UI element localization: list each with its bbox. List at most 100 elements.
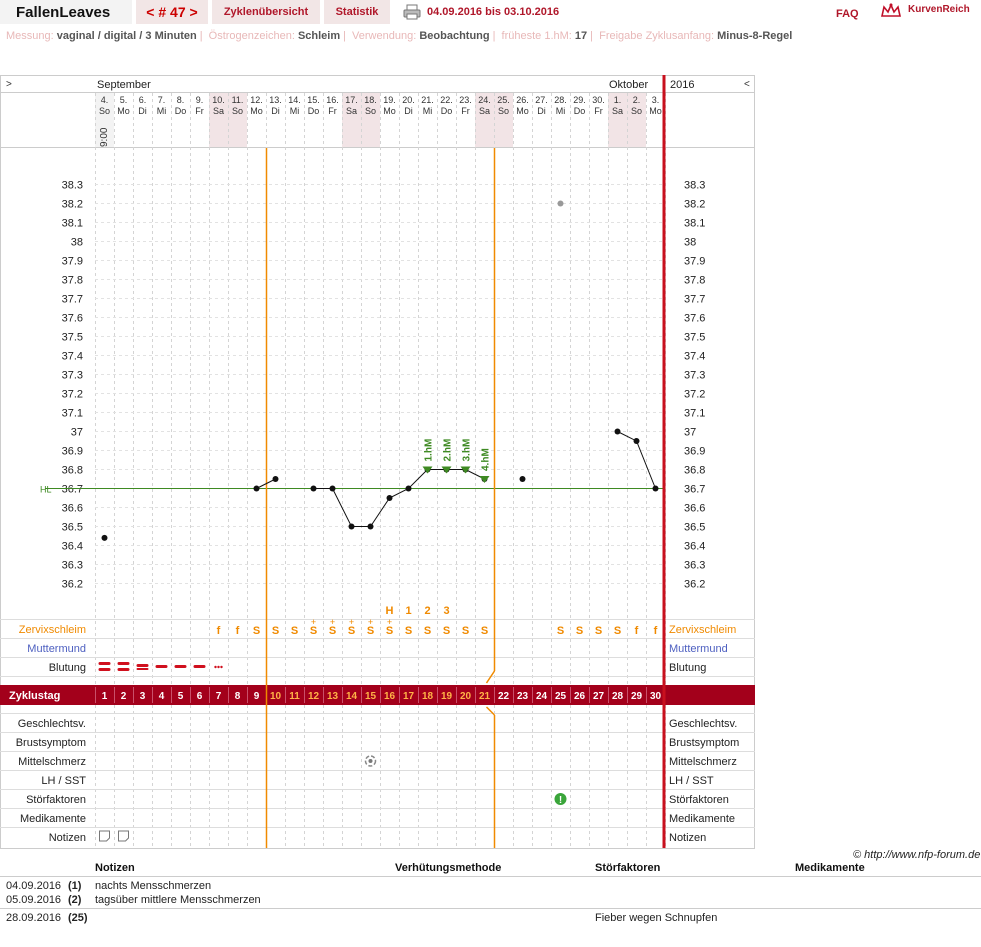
- cycle-day-number: 18: [422, 691, 434, 702]
- day-date-label: 18.: [364, 95, 377, 105]
- cycle-navigation[interactable]: < # 47 >: [136, 0, 208, 24]
- nav-next-button[interactable]: <: [744, 79, 750, 90]
- cycle-day-number: 22: [498, 691, 510, 702]
- day-date-label: 26.: [516, 95, 529, 105]
- info-label: früheste 1.hM:: [501, 30, 572, 42]
- row-label: Störfaktoren: [26, 794, 86, 806]
- crown-logo-icon: [881, 2, 901, 17]
- row-label-right: Mittelschmerz: [669, 756, 737, 768]
- note-date: 28.09.2016: [6, 912, 62, 924]
- cycle-day-number: 21: [479, 691, 491, 702]
- date-range: 04.09.2016 bis 03.10.2016: [427, 6, 560, 18]
- mucus-mark: S: [253, 625, 260, 637]
- cycle-day-number: 24: [536, 691, 548, 702]
- y-tick-label: 37.9: [62, 256, 83, 268]
- bleeding-mark: [136, 664, 149, 667]
- temperature-point[interactable]: [329, 485, 336, 492]
- cycle-day-number: 19: [441, 691, 453, 702]
- cycle-phase-line: [485, 670, 496, 684]
- tab-cycle-overview[interactable]: Zyklenübersicht: [212, 0, 320, 24]
- note-icon[interactable]: [99, 830, 110, 842]
- note-text: nachts Mensschmerzen: [95, 880, 212, 892]
- excluded-temperature-point[interactable]: [557, 200, 564, 207]
- y-tick-label-right: 37.1: [684, 408, 705, 420]
- day-weekday-label: Di: [271, 106, 280, 116]
- day-date-label: 23.: [459, 95, 472, 105]
- higher-measurement-label: 4.hM: [481, 448, 492, 471]
- day-date-label: 15.: [307, 95, 320, 105]
- bleeding-mark: [98, 668, 111, 671]
- y-tick-label-right: 37.2: [684, 389, 705, 401]
- temperature-curve: [313, 469, 485, 527]
- faq-link[interactable]: FAQ: [836, 8, 859, 20]
- row-label-right: Störfaktoren: [669, 794, 729, 806]
- temperature-point[interactable]: [348, 523, 355, 530]
- cycle-day-number: 26: [574, 691, 586, 702]
- day-weekday-label: Mi: [556, 106, 566, 116]
- temperature-point[interactable]: [272, 476, 279, 482]
- mucus-mark: S: [614, 625, 621, 637]
- info-value: Minus-8-Regel: [717, 30, 793, 42]
- cycle-day-number: 27: [593, 691, 605, 702]
- row-label-right: Brustsymptom: [669, 737, 739, 749]
- note-cycle-day: (2): [68, 894, 82, 906]
- y-tick-label-right: 38.1: [684, 218, 705, 230]
- y-tick-label-right: 38.3: [684, 180, 705, 192]
- bleeding-mark: [117, 668, 130, 671]
- day-weekday-label: Sa: [479, 106, 490, 116]
- y-tick-label: 36.9: [62, 446, 83, 458]
- table-row: 04.09.2016 (1) nachts Mensschmerzen: [0, 876, 981, 893]
- y-tick-label-right: 36.9: [684, 446, 705, 458]
- copyright-text: © http://www.nfp-forum.de: [853, 849, 981, 861]
- temperature-point[interactable]: [310, 485, 317, 492]
- y-tick-label: 37: [71, 427, 83, 439]
- year-label: 2016: [670, 79, 694, 91]
- cycle-day-number: 15: [365, 691, 377, 702]
- cycle-day-number: 23: [517, 691, 529, 702]
- temperature-point[interactable]: [405, 485, 412, 492]
- temperature-point[interactable]: [101, 534, 108, 541]
- note-icon[interactable]: [118, 830, 129, 842]
- brand-name: FallenLeaves: [0, 0, 132, 24]
- tab-statistics[interactable]: Statistik: [324, 0, 390, 24]
- mucus-plus-mark: +: [349, 617, 354, 627]
- nav-prev-button[interactable]: >: [6, 79, 12, 90]
- table-row: 05.09.2016 (2) tagsüber mittlere Menssch…: [0, 891, 981, 908]
- cycle-chart: > <September Oktober 20169:004.So5.Mo6.Di7.…: [0, 75, 755, 849]
- day-date-label: 14.: [288, 95, 301, 105]
- info-label: Östrogenzeichen:: [208, 30, 295, 42]
- temperature-point[interactable]: [652, 485, 659, 492]
- temperature-point[interactable]: [367, 523, 374, 530]
- day-date-label: 13.: [269, 95, 282, 105]
- day-weekday-label: Do: [441, 106, 453, 116]
- cycle-day-number: 29: [631, 691, 643, 702]
- day-date-label: 30.: [592, 95, 605, 105]
- info-label: Messung:: [6, 30, 54, 42]
- row-label-right: Geschlechtsv.: [669, 718, 737, 730]
- y-tick-label-right: 36.2: [684, 579, 705, 591]
- spotting-mark: [220, 665, 223, 669]
- mucus-mark: S: [481, 625, 488, 637]
- cycle-phase-line: [485, 706, 496, 716]
- y-tick-label-right: 37.6: [684, 313, 705, 325]
- chart-frame: [0, 75, 755, 849]
- temperature-point[interactable]: [633, 438, 640, 444]
- day-weekday-label: Sa: [213, 106, 224, 116]
- logo-text[interactable]: KurvenReich: [908, 4, 970, 15]
- mucus-mark: f: [236, 625, 240, 637]
- info-value: 17: [574, 30, 588, 42]
- mucus-plus-mark: +: [330, 617, 335, 627]
- cycle-day-number: 7: [216, 691, 222, 702]
- printer-icon[interactable]: [403, 4, 421, 20]
- temperature-point[interactable]: [253, 485, 260, 492]
- day-date-label: 24.: [478, 95, 491, 105]
- temperature-point[interactable]: [386, 495, 393, 501]
- day-weekday-label: Fr: [461, 106, 470, 116]
- temperature-point[interactable]: [519, 476, 526, 482]
- y-tick-label: 36.8: [62, 465, 83, 477]
- month-label: September: [97, 79, 151, 91]
- weekend-shade: [608, 93, 627, 148]
- disturbance-icon[interactable]: [554, 793, 567, 805]
- temperature-point[interactable]: [614, 428, 621, 435]
- mucus-mark: S: [462, 625, 469, 637]
